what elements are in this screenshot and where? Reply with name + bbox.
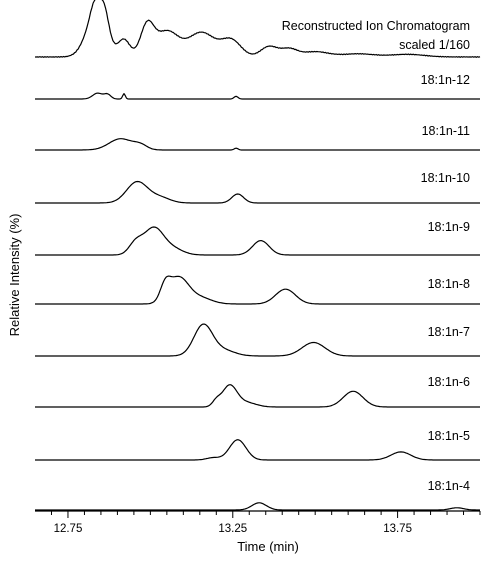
trace-label-9: 18:1n-4 [428,479,470,493]
trace-label-8: 18:1n-5 [428,429,470,443]
trace-line-9 [35,502,480,511]
trace-label-1: 18:1n-12 [421,73,470,87]
x-tick-group: 12.75 13.25 13.75 [50,511,481,535]
trace-line-2 [35,138,480,151]
x-tick-label: 12.75 [54,523,83,535]
trace-label-2: 18:1n-11 [422,124,470,138]
x-tick-label: 13.25 [218,523,247,535]
trace-line-0 [35,0,481,58]
trace-line-6 [35,323,480,357]
trace-label-6: 18:1n-7 [428,325,470,339]
trace-label-7: 18:1n-6 [428,375,470,389]
trace-group [35,0,481,511]
trace-label-3: 18:1n-10 [421,171,470,185]
trace-line-5 [35,275,480,305]
y-axis-label: Relative Intensity (%) [7,214,22,337]
trace-label-5: 18:1n-8 [428,277,470,291]
trace-line-8 [35,439,480,461]
x-tick-label: 13.75 [383,523,412,535]
trace-line-3 [35,180,480,204]
trace-line-7 [35,384,480,408]
trace-line-1 [35,92,480,100]
trace-label-4: 18:1n-9 [428,220,470,234]
x-axis-label: Time (min) [237,539,299,554]
trace-note-0: scaled 1/160 [399,38,470,52]
trace-label-group: Reconstructed Ion Chromatogram scaled 1/1… [282,19,470,493]
trace-line-4 [35,226,480,256]
trace-label-0: Reconstructed Ion Chromatogram [282,19,470,33]
